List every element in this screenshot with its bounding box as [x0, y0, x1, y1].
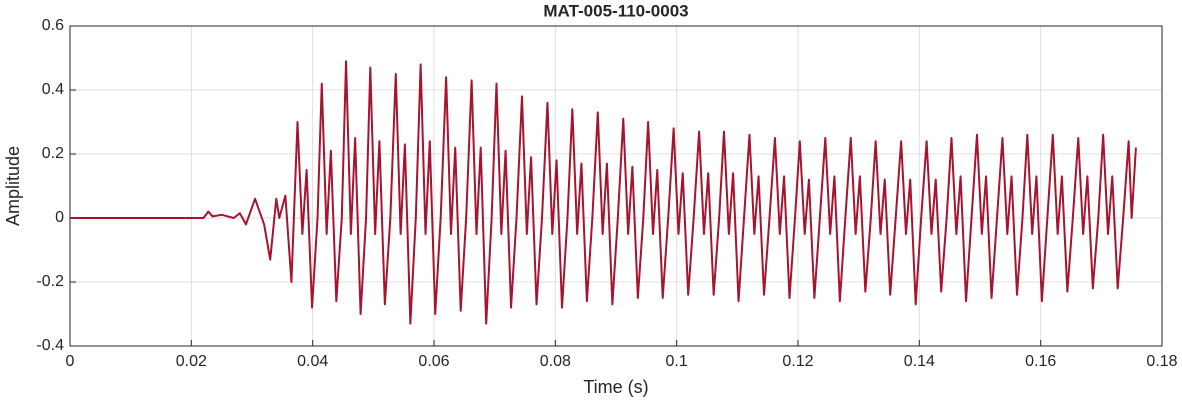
y-tick-label: 0.2: [42, 145, 64, 162]
y-tick-label: 0.4: [42, 81, 64, 98]
y-tick-label: 0: [55, 209, 64, 226]
chart-title: MAT-005-110-0003: [543, 1, 688, 20]
x-tick-label: 0.1: [666, 353, 688, 370]
x-axis-label: Time (s): [583, 377, 648, 397]
y-tick-label: -0.4: [36, 337, 64, 354]
x-tick-label: 0.08: [540, 353, 571, 370]
waveform-line: [70, 60, 1137, 325]
x-tick-label: 0.04: [297, 353, 328, 370]
plot-frame: [69, 25, 1163, 347]
x-tick-label: 0.02: [176, 353, 207, 370]
y-tick-label: -0.2: [36, 273, 64, 290]
y-axis-label: Amplitude: [3, 146, 23, 226]
x-tick-label: 0.18: [1146, 353, 1177, 370]
x-tick-label: 0.12: [782, 353, 813, 370]
x-tick-label: 0.16: [1025, 353, 1056, 370]
x-tick-label: 0.14: [904, 353, 935, 370]
x-tick-label: 0: [66, 353, 75, 370]
y-tick-label: 0.6: [42, 17, 64, 34]
x-tick-label: 0.06: [418, 353, 449, 370]
